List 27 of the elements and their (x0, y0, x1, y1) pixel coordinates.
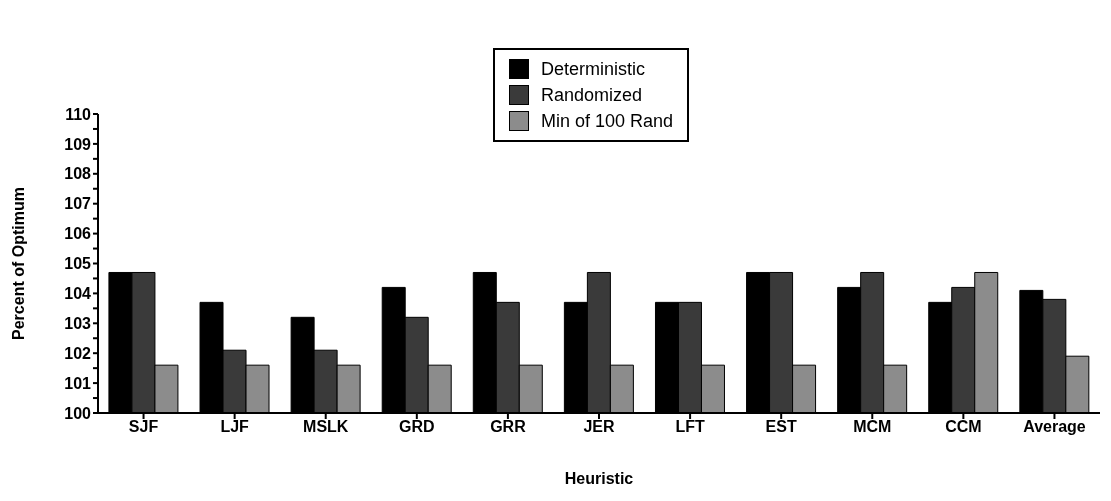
y-tick-label: 107 (64, 195, 92, 213)
y-tick-label: 104 (64, 285, 92, 303)
x-tick-label: JER (583, 418, 616, 436)
y-tick-label: 106 (64, 225, 92, 243)
x-axis-title: Heuristic (564, 470, 634, 488)
x-tick-label: GRR (490, 418, 527, 436)
x-tick-label: MCM (853, 418, 892, 436)
y-tick-label: 110 (65, 105, 92, 123)
y-axis-title: Percent of Optimum (9, 187, 27, 340)
x-tick-label: EST (765, 418, 797, 436)
legend-label: Randomized (541, 84, 643, 107)
x-tick-label: SJF (128, 418, 159, 436)
y-tick-label: 105 (64, 255, 92, 273)
y-tick-label: 101 (64, 374, 92, 392)
y-tick-label: 109 (64, 135, 92, 153)
y-tick-label: 102 (64, 344, 92, 362)
x-tick-label: LJF (220, 418, 250, 436)
y-tick-label: 100 (64, 404, 92, 422)
x-tick-label: MSLK (303, 418, 349, 436)
x-tick-label: Average (1023, 418, 1086, 436)
legend-label: Deterministic (541, 58, 646, 81)
y-tick-label: 108 (64, 165, 92, 183)
x-tick-label: LFT (675, 418, 705, 436)
x-tick-label: CCM (945, 418, 982, 436)
y-tick-label: 103 (64, 314, 92, 332)
x-tick-label: GRD (399, 418, 435, 436)
legend-label: Min of 100 Rand (541, 110, 674, 133)
